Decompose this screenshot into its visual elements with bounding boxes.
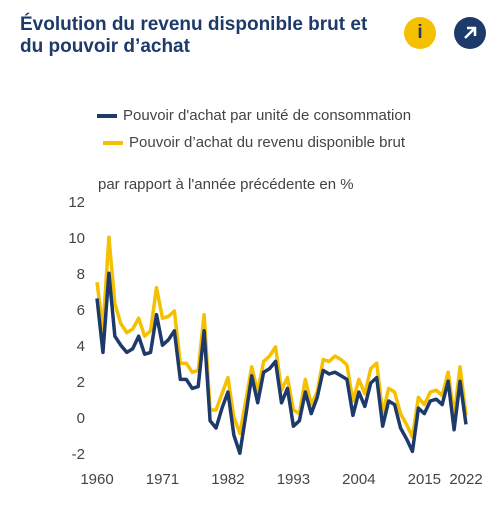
y-tick-label: 8 xyxy=(77,266,85,283)
x-tick-label: 1971 xyxy=(146,471,179,488)
y-tick-label: 0 xyxy=(77,410,85,427)
series-line xyxy=(95,235,468,439)
x-tick-label: 2022 xyxy=(449,471,482,488)
legend-label: Pouvoir d’achat du revenu disponible bru… xyxy=(129,134,406,151)
x-tick-label: 2004 xyxy=(342,471,375,488)
arrow-icon xyxy=(464,26,477,39)
legend-label: Pouvoir d'achat par unité de consommatio… xyxy=(123,107,411,124)
series-line xyxy=(95,271,468,455)
info-button[interactable]: i xyxy=(404,17,436,49)
x-tick-label: 1960 xyxy=(80,471,113,488)
y-tick-label: 10 xyxy=(68,230,85,247)
chart-subtitle: par rapport à l'année précédente en % xyxy=(98,176,354,193)
y-tick-label: 2 xyxy=(77,374,85,391)
x-tick-label: 1993 xyxy=(277,471,310,488)
y-tick-label: 6 xyxy=(77,302,85,319)
y-tick-label: -2 xyxy=(72,446,85,463)
y-tick-label: 12 xyxy=(68,194,85,211)
y-tick-label: 4 xyxy=(77,338,85,355)
x-tick-label: 2015 xyxy=(408,471,441,488)
x-tick-label: 1982 xyxy=(211,471,244,488)
open-button[interactable] xyxy=(454,17,486,49)
chart-title: Évolution du revenu disponible brut et d… xyxy=(20,14,368,57)
